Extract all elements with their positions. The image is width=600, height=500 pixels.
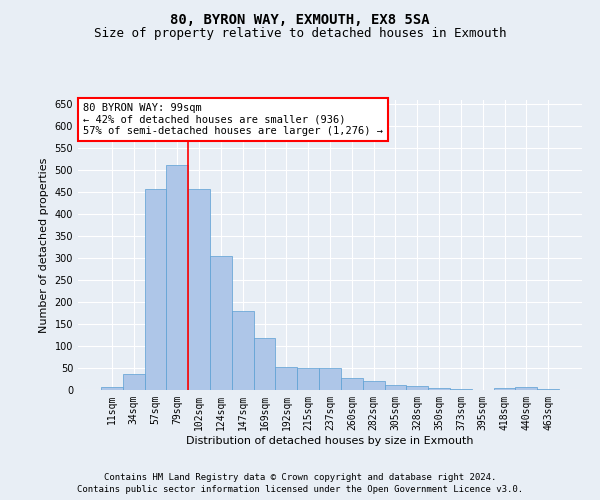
Y-axis label: Number of detached properties: Number of detached properties [39, 158, 49, 332]
Bar [123, 374, 145, 390]
Text: Size of property relative to detached houses in Exmouth: Size of property relative to detached ho… [94, 28, 506, 40]
Text: Contains HM Land Registry data © Crown copyright and database right 2024.: Contains HM Land Registry data © Crown c… [104, 472, 496, 482]
Bar [254, 338, 275, 390]
Bar [101, 387, 123, 390]
Bar [537, 388, 559, 390]
Bar [210, 256, 232, 390]
Bar [450, 389, 472, 390]
Bar [363, 381, 385, 390]
Bar [297, 368, 319, 390]
Text: 80, BYRON WAY, EXMOUTH, EX8 5SA: 80, BYRON WAY, EXMOUTH, EX8 5SA [170, 12, 430, 26]
Bar [515, 388, 537, 390]
Bar [319, 368, 341, 390]
Text: Contains public sector information licensed under the Open Government Licence v3: Contains public sector information licen… [77, 485, 523, 494]
Bar [166, 165, 188, 390]
Bar [341, 378, 363, 390]
Bar [145, 189, 166, 390]
X-axis label: Distribution of detached houses by size in Exmouth: Distribution of detached houses by size … [186, 436, 474, 446]
Bar [406, 386, 428, 390]
Bar [428, 388, 450, 390]
Text: 80 BYRON WAY: 99sqm
← 42% of detached houses are smaller (936)
57% of semi-detac: 80 BYRON WAY: 99sqm ← 42% of detached ho… [83, 103, 383, 136]
Bar [188, 189, 210, 390]
Bar [385, 384, 406, 390]
Bar [494, 388, 515, 390]
Bar [232, 311, 254, 390]
Bar [275, 367, 297, 390]
